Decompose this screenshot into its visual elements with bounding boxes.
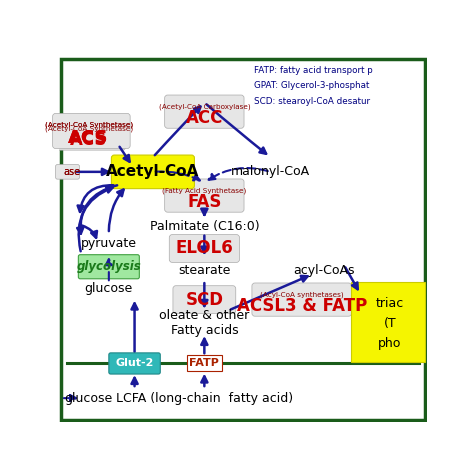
Text: ACS: ACS xyxy=(68,129,109,147)
Text: triac: triac xyxy=(376,297,404,310)
Text: pho: pho xyxy=(378,337,401,350)
FancyBboxPatch shape xyxy=(169,235,239,263)
Text: ase: ase xyxy=(63,167,80,177)
Text: SCD: SCD xyxy=(185,291,223,309)
Text: FATP: fatty acid transport p: FATP: fatty acid transport p xyxy=(254,66,373,75)
Text: (T: (T xyxy=(383,317,396,330)
FancyBboxPatch shape xyxy=(109,353,160,374)
Text: pyruvate: pyruvate xyxy=(81,237,137,249)
Text: ELOL6: ELOL6 xyxy=(175,239,233,257)
Text: Glut-2: Glut-2 xyxy=(115,358,154,368)
Text: FATP: FATP xyxy=(190,358,219,368)
FancyBboxPatch shape xyxy=(173,286,236,313)
Text: malonyl-CoA: malonyl-CoA xyxy=(231,165,310,178)
Text: (Acetyl-CoA Carboxylase): (Acetyl-CoA Carboxylase) xyxy=(158,104,250,110)
FancyBboxPatch shape xyxy=(164,95,244,128)
Text: oleate & other
Fatty acids: oleate & other Fatty acids xyxy=(159,310,249,337)
Text: glucose: glucose xyxy=(64,392,113,405)
FancyBboxPatch shape xyxy=(164,179,244,212)
Text: Acetyl-CoA: Acetyl-CoA xyxy=(106,164,200,179)
Text: (Acetyl-CoA Synthetase): (Acetyl-CoA Synthetase) xyxy=(45,122,133,128)
FancyBboxPatch shape xyxy=(53,113,130,148)
Text: FAS: FAS xyxy=(187,193,221,211)
Text: (Acyl-CoA synthetases): (Acyl-CoA synthetases) xyxy=(260,292,344,298)
Text: SCD: stearoyl-CoA desatur: SCD: stearoyl-CoA desatur xyxy=(254,97,370,106)
FancyBboxPatch shape xyxy=(61,59,425,420)
FancyBboxPatch shape xyxy=(55,164,80,179)
Text: ACS: ACS xyxy=(70,131,107,149)
Text: glycolysis: glycolysis xyxy=(76,260,141,273)
FancyBboxPatch shape xyxy=(187,356,222,372)
FancyBboxPatch shape xyxy=(111,155,194,189)
Text: ACS: ACS xyxy=(68,129,109,147)
Text: acyl-CoAs: acyl-CoAs xyxy=(293,264,355,277)
Text: (Acetyl-CoA Synthetase): (Acetyl-CoA Synthetase) xyxy=(45,126,133,132)
Text: (Acetyl-CoA Synthetase): (Acetyl-CoA Synthetase) xyxy=(45,122,133,128)
FancyBboxPatch shape xyxy=(351,283,426,362)
Text: LCFA (long-chain  fatty acid): LCFA (long-chain fatty acid) xyxy=(116,392,293,405)
Text: ACSL3 & FATP: ACSL3 & FATP xyxy=(237,297,367,315)
Text: ase: ase xyxy=(63,167,80,177)
Text: GPAT: Glycerol-3-phosphat: GPAT: Glycerol-3-phosphat xyxy=(254,82,369,91)
Text: Palmitate (C16:0): Palmitate (C16:0) xyxy=(149,220,259,233)
Text: stearate: stearate xyxy=(178,264,230,277)
Text: glucose: glucose xyxy=(85,282,133,295)
FancyBboxPatch shape xyxy=(52,117,126,150)
FancyBboxPatch shape xyxy=(252,283,352,316)
FancyBboxPatch shape xyxy=(78,255,139,279)
Text: ACC: ACC xyxy=(186,109,223,127)
Text: (Fatty Acid Synthetase): (Fatty Acid Synthetase) xyxy=(162,188,246,194)
